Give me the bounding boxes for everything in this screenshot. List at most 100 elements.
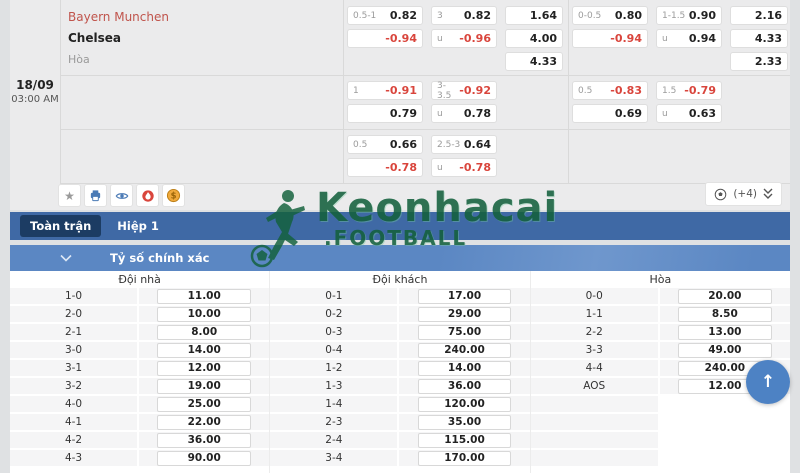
score-column: Đội nhà 1-0 11.00 2-0 10.00 2-1 8.00 3-0 14.00 3-… (10, 271, 271, 473)
odds-button[interactable]: 0.69 (572, 104, 648, 123)
score-row: 3-0 14.00 (10, 342, 270, 358)
odds-button[interactable]: 0.5 -0.83 (572, 81, 648, 100)
odds-button[interactable]: 35.00 (417, 414, 512, 430)
handicap-label: u (437, 33, 443, 44)
odds-button[interactable]: u -0.96 (431, 29, 497, 48)
odds-button[interactable]: 22.00 (157, 414, 252, 430)
odds-button[interactable]: 2.5-3 0.64 (431, 135, 497, 154)
odds-value: 4.33 (529, 55, 557, 68)
score-label: 3-4 (270, 450, 398, 466)
svg-text:$: $ (171, 191, 177, 201)
odds-button[interactable]: 0.5-1 0.82 (347, 6, 423, 25)
score-label: AOS (530, 378, 658, 394)
score-odd-cell: 12.00 (139, 360, 270, 376)
score-label: 2-1 (10, 324, 138, 340)
odds-button[interactable]: 90.00 (157, 450, 252, 466)
score-label: 3-1 (10, 360, 138, 376)
odds-value: 0.78 (463, 107, 491, 120)
odds-button[interactable]: 19.00 (157, 378, 252, 394)
score-row (530, 450, 790, 466)
odds-button[interactable]: 4.00 (505, 29, 563, 48)
home-team-name[interactable]: Bayern Munchen (68, 10, 169, 24)
odds-button[interactable]: -0.78 (347, 158, 423, 177)
handicap-label: 0.5 (578, 85, 593, 96)
odds-button[interactable]: 8.50 (677, 306, 772, 322)
odds-button[interactable]: 0.79 (347, 104, 423, 123)
tab-full-match[interactable]: Toàn trận (20, 215, 102, 237)
odds-button[interactable]: 75.00 (417, 324, 512, 340)
handicap-label: u (662, 108, 668, 119)
odds-button[interactable]: 120.00 (417, 396, 512, 412)
score-row: 3-3 49.00 (530, 342, 790, 358)
odds-value: 1.64 (529, 9, 557, 22)
odds-button[interactable]: 4.33 (505, 52, 563, 71)
odds-value: 0.80 (614, 9, 642, 22)
score-label: 4-4 (530, 360, 658, 376)
odds-button[interactable]: u -0.78 (431, 158, 497, 177)
odds-button[interactable]: 11.00 (157, 288, 252, 304)
printer-icon[interactable] (84, 184, 107, 207)
odds-button[interactable]: 25.00 (157, 396, 252, 412)
odds-value: -0.91 (385, 84, 417, 97)
score-odd-cell: 17.00 (399, 288, 530, 304)
section-title: Tỷ số chính xác (110, 251, 210, 265)
score-label: 3-0 (10, 342, 138, 358)
odds-button[interactable]: 170.00 (417, 450, 512, 466)
odds-button[interactable]: 2.33 (730, 52, 788, 71)
odds-button[interactable]: u 0.78 (431, 104, 497, 123)
more-markets-button[interactable]: (+4) (705, 182, 782, 206)
odds-button[interactable]: 1.64 (505, 6, 563, 25)
score-row: 1-0 11.00 (10, 288, 270, 304)
eye-icon[interactable] (110, 184, 133, 207)
odds-button[interactable]: 1 -0.91 (347, 81, 423, 100)
score-column-header: Đội nhà (118, 273, 161, 286)
tab-first-half[interactable]: Hiệp 1 (117, 219, 159, 233)
odds-button[interactable]: 29.00 (417, 306, 512, 322)
odds-button[interactable]: 115.00 (417, 432, 512, 448)
score-label: 2-3 (270, 414, 398, 430)
odds-button[interactable]: 36.00 (417, 378, 512, 394)
score-label: 4-0 (10, 396, 138, 412)
odds-button[interactable]: 36.00 (157, 432, 252, 448)
odds-button[interactable]: 0-0.5 0.80 (572, 6, 648, 25)
odds-button[interactable]: -0.94 (347, 29, 423, 48)
coin-icon[interactable]: $ (162, 184, 185, 207)
odds-button[interactable]: 14.00 (417, 360, 512, 376)
odds-button[interactable]: 4.33 (730, 29, 788, 48)
odds-button[interactable]: u 0.94 (656, 29, 722, 48)
odds-button[interactable]: 1-1.5 0.90 (656, 6, 722, 25)
odds-button[interactable]: 14.00 (157, 342, 252, 358)
odds-button[interactable]: 13.00 (677, 324, 772, 340)
score-odd-cell: 10.00 (139, 306, 270, 322)
scroll-to-top-button[interactable]: ↑ (746, 360, 790, 404)
correct-score-section-header[interactable]: Tỷ số chính xác (10, 245, 790, 271)
score-label: 2-0 (10, 306, 138, 322)
odds-button[interactable]: 3 0.82 (431, 6, 497, 25)
handicap-label: 2.5-3 (437, 139, 461, 150)
odds-button[interactable]: 1.5 -0.79 (656, 81, 722, 100)
match-odds-panel: 18/09 03:00 AM Bayern Munchen Chelsea Hò… (10, 0, 790, 210)
odds-group: 2.5-3 0.64 u -0.78 (431, 135, 497, 177)
chevron-down-icon[interactable] (60, 254, 72, 262)
handicap-label: u (437, 108, 443, 119)
odds-button[interactable]: 3-3.5 -0.92 (431, 81, 497, 101)
score-label: 3-2 (10, 378, 138, 394)
odds-button[interactable]: 20.00 (677, 288, 772, 304)
odds-button[interactable]: 10.00 (157, 306, 252, 322)
favorite-star-icon[interactable]: ★ (58, 184, 81, 207)
odds-button[interactable]: 49.00 (677, 342, 772, 358)
odds-button[interactable]: 12.00 (157, 360, 252, 376)
odds-button[interactable]: -0.94 (572, 29, 648, 48)
odds-button[interactable]: 8.00 (157, 324, 252, 340)
score-odd-cell: 49.00 (659, 342, 790, 358)
odds-button[interactable]: 0.5 0.66 (347, 135, 423, 154)
odds-button[interactable]: 17.00 (417, 288, 512, 304)
odds-button[interactable]: 240.00 (417, 342, 512, 358)
odds-button[interactable]: 2.16 (730, 6, 788, 25)
odds-value: -0.92 (459, 84, 491, 97)
odds-button[interactable]: u 0.63 (656, 104, 722, 123)
odds-group: 3-3.5 -0.92 u 0.78 (431, 81, 497, 123)
away-team-name[interactable]: Chelsea (68, 31, 121, 45)
score-column: Hòa 0-0 20.00 1-1 8.50 2-2 13.00 3-3 49.00 4-4 240… (530, 271, 790, 473)
fire-icon[interactable] (136, 184, 159, 207)
